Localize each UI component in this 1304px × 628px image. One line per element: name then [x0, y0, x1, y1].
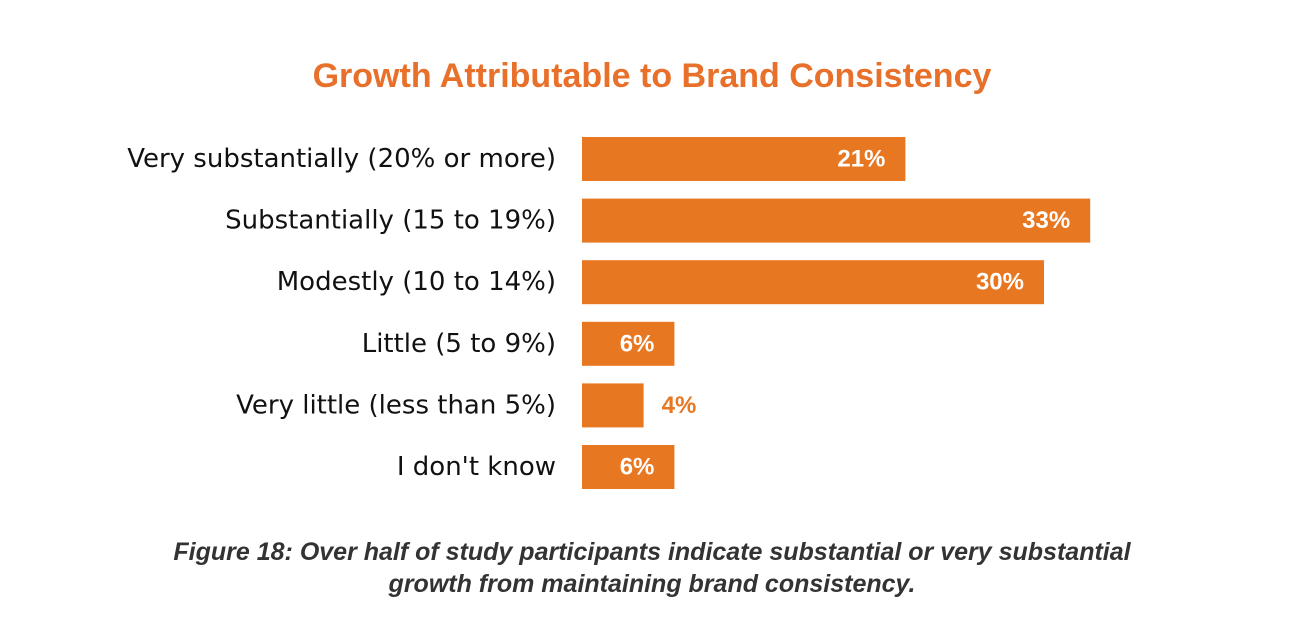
- caption-line-2: growth from maintaining brand consistenc…: [388, 570, 916, 598]
- bar: [582, 383, 644, 428]
- bar: [582, 321, 675, 366]
- category-label: Little (5 to 9%): [362, 329, 556, 359]
- figure-caption: Figure 18: Over half of study participan…: [0, 536, 1304, 600]
- value-label: 6%: [620, 454, 655, 481]
- bar: [582, 445, 675, 489]
- value-label: 30%: [976, 269, 1024, 296]
- value-label: 4%: [662, 392, 697, 419]
- category-label: Substantially (15 to 19%): [225, 206, 556, 236]
- category-label: I don't know: [397, 452, 556, 482]
- bar: [582, 198, 1091, 243]
- value-label: 6%: [620, 330, 655, 357]
- category-label: Very little (less than 5%): [236, 390, 556, 420]
- caption-line-1: Figure 18: Over half of study participan…: [173, 538, 1131, 566]
- chart-title: Growth Attributable to Brand Consistency: [312, 57, 992, 95]
- category-label: Modestly (10 to 14%): [277, 267, 556, 297]
- bar: [582, 137, 906, 181]
- bar: [582, 260, 1044, 305]
- value-label: 33%: [1022, 207, 1070, 234]
- value-label: 21%: [837, 146, 885, 173]
- category-label: Very substantially (20% or more): [127, 144, 556, 174]
